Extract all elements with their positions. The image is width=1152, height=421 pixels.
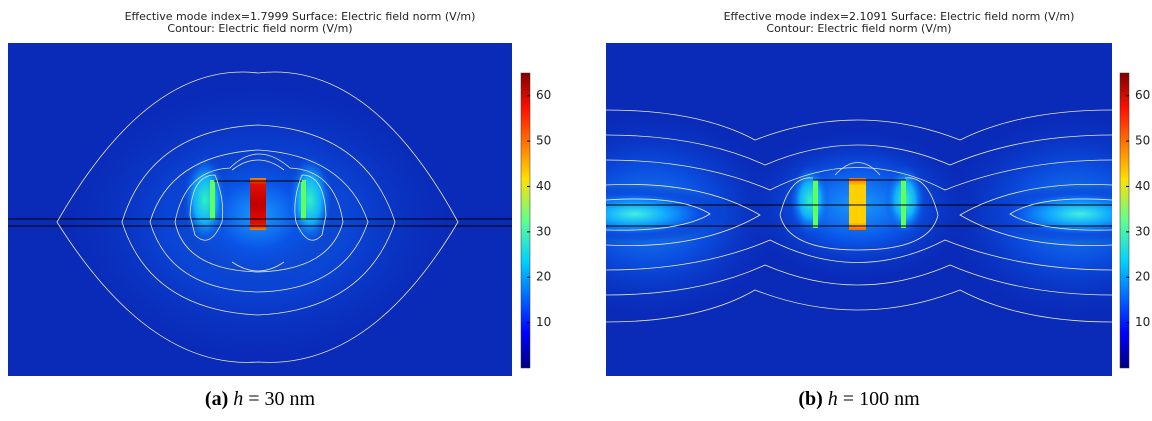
colorbar-tick-label: 60 xyxy=(536,88,551,102)
colorbar-tick-label: 50 xyxy=(1135,134,1150,148)
plot-title: Contour: Electric field norm (V/m) xyxy=(766,22,951,35)
plot-title: Contour: Electric field norm (V/m) xyxy=(167,22,352,35)
colorbar-tick-label: 30 xyxy=(536,224,551,238)
colorbar-tick-label: 10 xyxy=(1135,315,1150,329)
caption-label: (b) xyxy=(798,388,822,410)
caption: (b) h = 100 nm xyxy=(798,388,920,410)
caption: (a) h = 30 nm xyxy=(205,388,316,410)
colorbar-tick-label: 30 xyxy=(1135,224,1150,238)
colorbar xyxy=(520,72,531,369)
colorbar xyxy=(1119,72,1130,369)
caption-symbol: h xyxy=(233,388,243,410)
colorbar-tick-label: 60 xyxy=(1135,88,1150,102)
plot-title: Effective mode index=1.7999 Surface: Ele… xyxy=(125,10,476,23)
plot-title: Effective mode index=2.1091 Surface: Ele… xyxy=(724,10,1075,23)
colorbar-tick-label: 20 xyxy=(536,270,551,284)
colorbar-tick-label: 50 xyxy=(536,134,551,148)
caption-symbol: h xyxy=(828,388,838,410)
colorbar-tick-label: 20 xyxy=(1135,270,1150,284)
caption-text: = 100 nm xyxy=(843,388,920,410)
colorbar-tick-label: 10 xyxy=(536,315,551,329)
caption-text: = 30 nm xyxy=(248,388,315,410)
colorbar-tick-label: 40 xyxy=(1135,179,1150,193)
field-plot xyxy=(8,43,512,376)
field-plot xyxy=(606,43,1112,376)
caption-label: (a) xyxy=(205,388,228,410)
colorbar-tick-label: 40 xyxy=(536,179,551,193)
